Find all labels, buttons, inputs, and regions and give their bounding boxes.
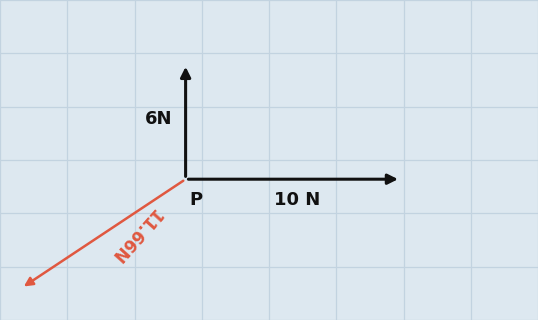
Text: P: P [190, 191, 203, 209]
Text: 11.66N: 11.66N [106, 204, 164, 265]
Text: 6N: 6N [145, 110, 173, 128]
Text: 10 N: 10 N [274, 191, 321, 209]
